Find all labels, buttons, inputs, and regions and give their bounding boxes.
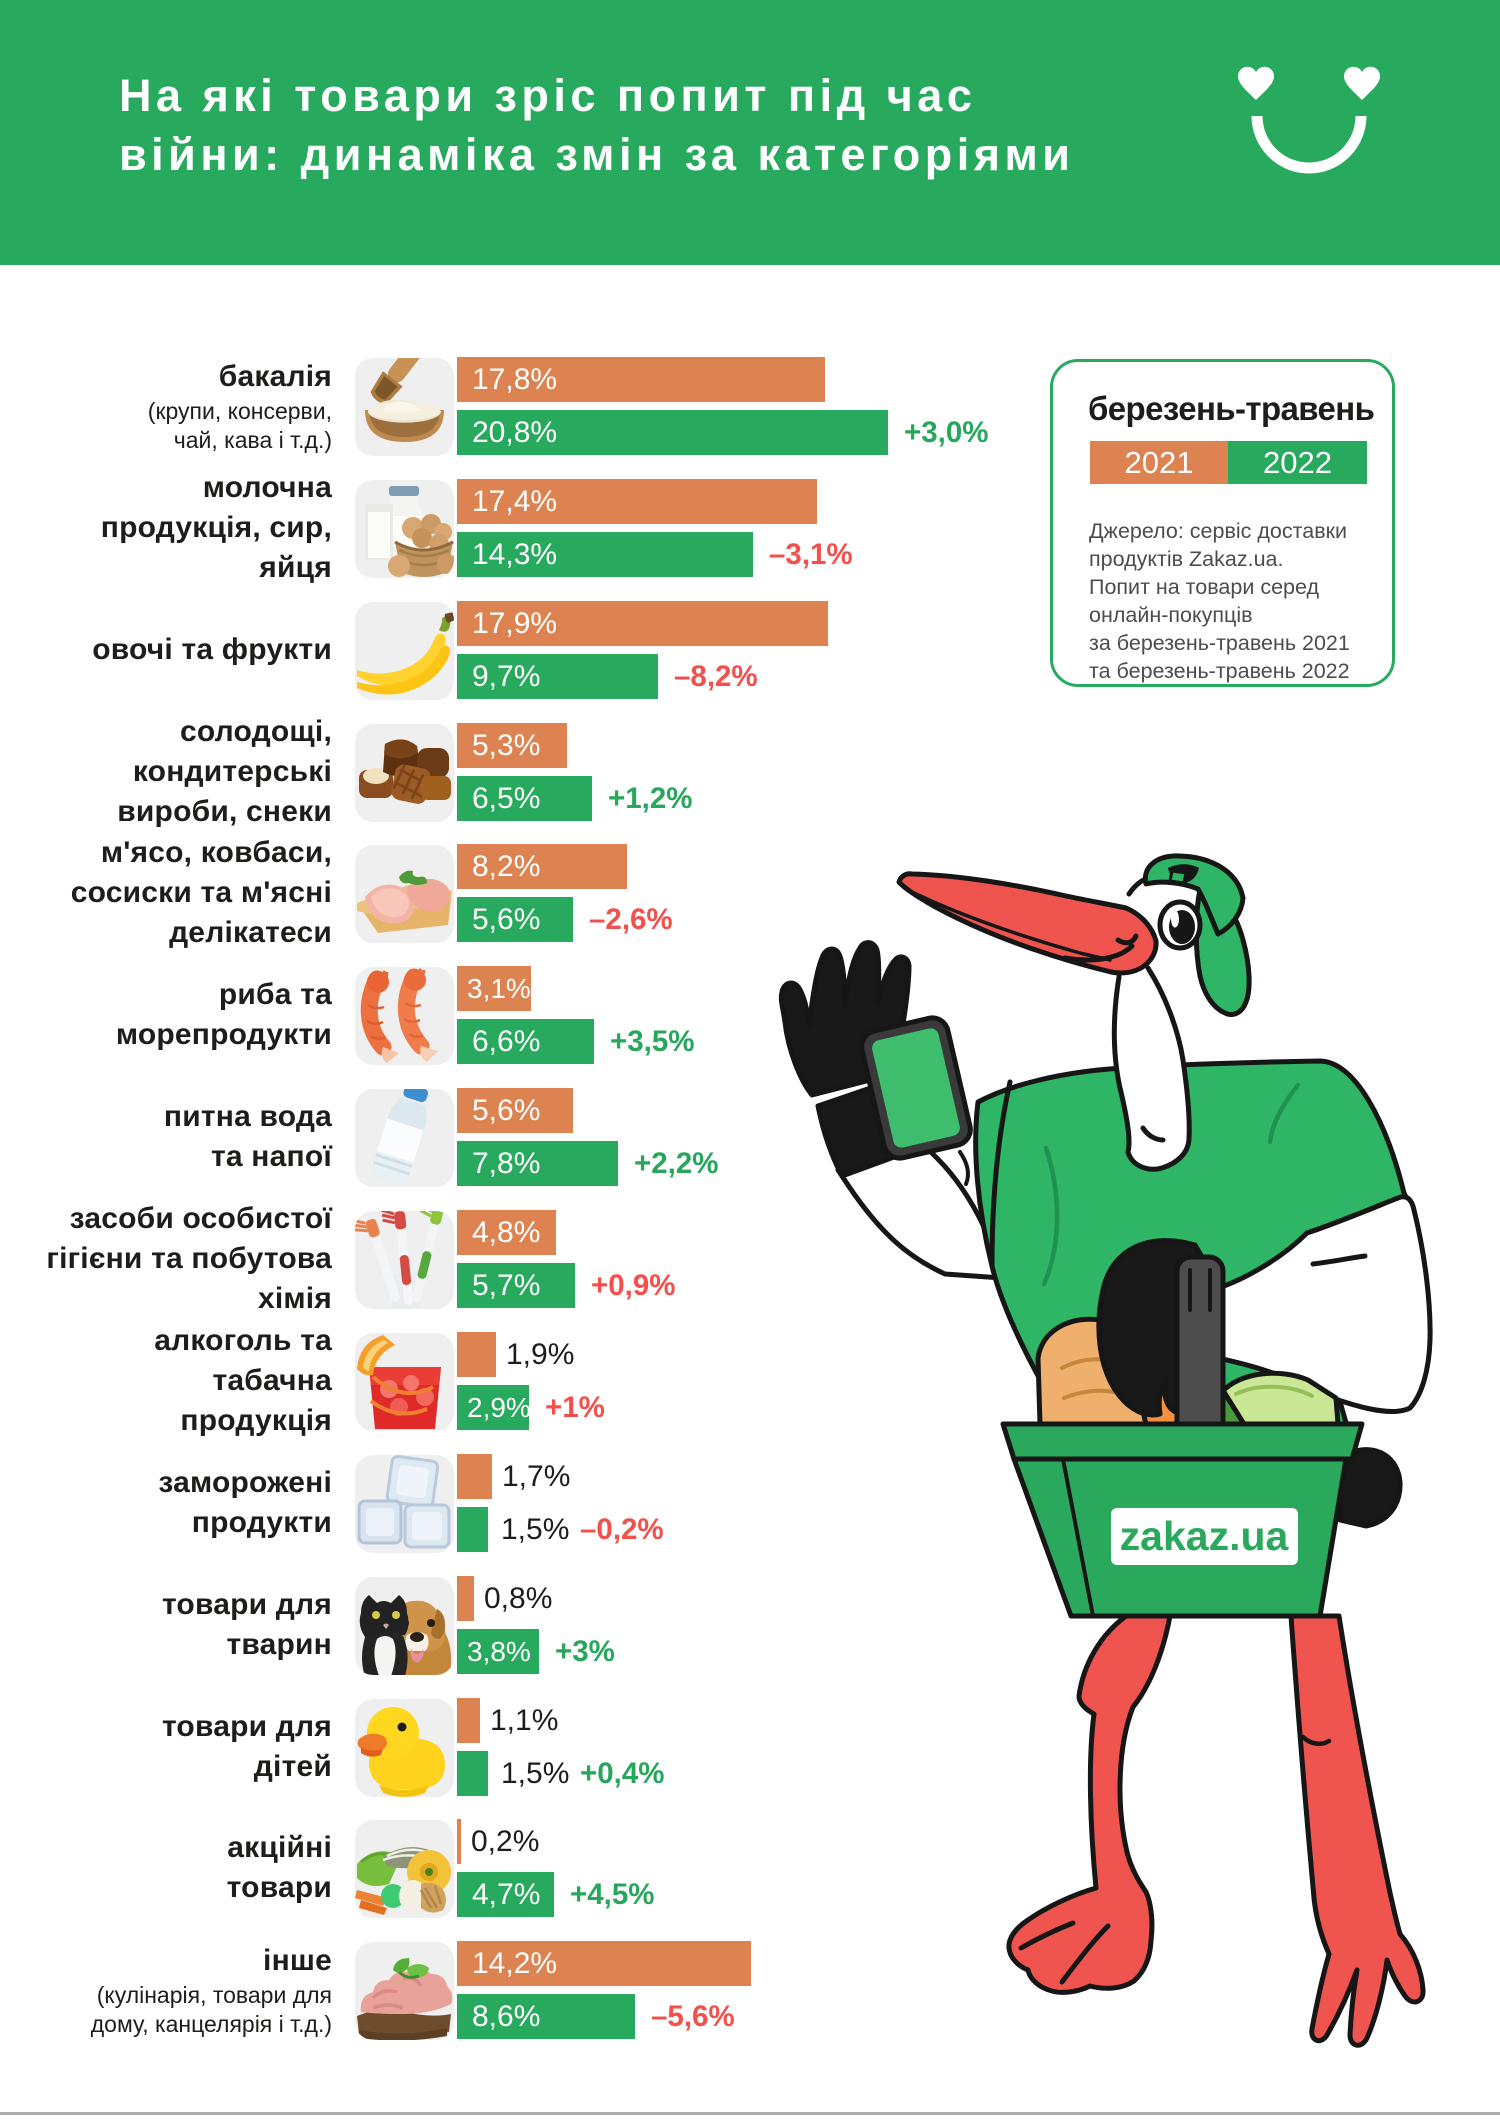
svg-text:zakaz.ua: zakaz.ua	[1120, 1513, 1290, 1559]
